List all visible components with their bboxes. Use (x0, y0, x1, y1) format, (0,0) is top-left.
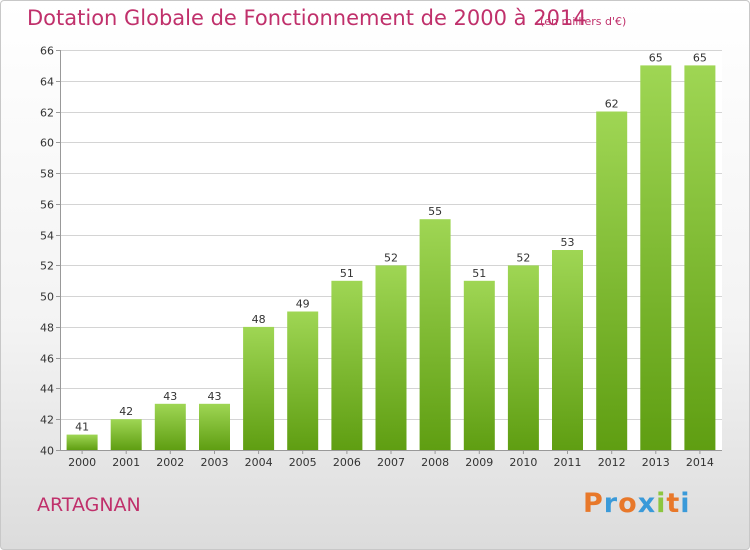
logo-letter: r (603, 488, 619, 519)
x-tick-label-2009: 2009 (465, 456, 493, 469)
y-tick-label: 50 (40, 291, 54, 304)
x-tick-label-2002: 2002 (156, 456, 184, 469)
bar-2011 (552, 250, 583, 450)
data-label-2002: 43 (163, 390, 177, 403)
data-label-2005: 49 (296, 298, 310, 311)
bar-2012 (596, 111, 628, 450)
data-label-2012: 62 (605, 98, 619, 111)
data-label-2010: 52 (516, 251, 530, 264)
logo-letter: i (680, 488, 691, 519)
x-tick-label-2005: 2005 (289, 456, 317, 469)
data-label-2007: 52 (384, 251, 398, 264)
y-tick-label: 48 (40, 322, 54, 335)
bar-2013 (640, 65, 672, 451)
logo-letter: x (637, 488, 657, 519)
commune-name: ARTAGNAN (37, 494, 141, 516)
x-tick-label-2010: 2010 (509, 456, 537, 469)
y-tick-label: 52 (40, 260, 54, 273)
x-tick-label-2003: 2003 (201, 456, 229, 469)
x-tick-label-2012: 2012 (598, 456, 626, 469)
data-label-2001: 42 (119, 405, 133, 418)
data-label-2008: 55 (428, 205, 442, 218)
logo-letter: o (618, 488, 638, 519)
y-tick-label: 44 (40, 383, 54, 396)
x-tick-label-2008: 2008 (421, 456, 449, 469)
data-label-2006: 51 (340, 267, 354, 280)
bar-2002 (154, 403, 186, 450)
bar-2010 (507, 265, 539, 450)
chart-title: Dotation Globale de Fonctionnement de 20… (27, 6, 587, 30)
bar-2014 (684, 65, 716, 451)
data-label-2014: 65 (693, 51, 707, 64)
data-label-2009: 51 (472, 267, 486, 280)
bar-2006 (331, 280, 363, 450)
y-tick-label: 56 (40, 199, 54, 212)
y-tick-label: 54 (40, 230, 54, 243)
x-tick-label-2004: 2004 (245, 456, 273, 469)
x-axis-ticks: 2000 2001 2002 2003 2004 2005 2006 2007 2008 2009… (68, 450, 714, 469)
data-labels: 41 42 43 43 48 49 51 52 55 51 52 53 62 65 65 (75, 51, 707, 433)
x-tick-label-2000: 2000 (68, 456, 96, 469)
bar-2008 (419, 219, 451, 450)
y-tick-label: 64 (40, 76, 54, 89)
bar-2007 (375, 265, 407, 450)
data-label-2011: 53 (561, 236, 575, 249)
y-tick-label: 60 (40, 137, 54, 150)
bar-2009 (463, 280, 495, 450)
y-tick-label: 58 (40, 168, 54, 181)
y-tick-label: 62 (40, 107, 54, 120)
bar-2001 (110, 419, 142, 450)
chart-subtitle: (en milliers d'€) (540, 15, 627, 28)
y-tick-label: 40 (40, 445, 54, 458)
x-tick-label-2014: 2014 (686, 456, 714, 469)
data-label-2003: 43 (208, 390, 222, 403)
bars (66, 65, 716, 451)
bar-2000 (66, 434, 98, 450)
data-label-2004: 48 (252, 313, 266, 326)
x-tick-label-2006: 2006 (333, 456, 361, 469)
x-tick-label-2007: 2007 (377, 456, 405, 469)
proxiti-logo: Proxiti (583, 488, 691, 519)
logo-letter: P (583, 488, 604, 519)
data-label-2000: 41 (75, 421, 89, 434)
data-label-2013: 65 (649, 51, 663, 64)
bar-2004 (243, 326, 275, 450)
y-axis-ticks: 40 42 44 46 48 50 52 54 56 58 60 62 64 66 (40, 45, 60, 458)
y-tick-label: 66 (40, 45, 54, 58)
logo-letter: i (656, 488, 667, 519)
logo-letter: t (666, 488, 681, 519)
x-tick-label-2001: 2001 (112, 456, 140, 469)
bar-2005 (287, 311, 319, 450)
y-tick-label: 46 (40, 353, 54, 366)
y-tick-label: 42 (40, 414, 54, 427)
x-tick-label-2013: 2013 (642, 456, 670, 469)
x-tick-label-2011: 2011 (554, 456, 582, 469)
bar-2003 (199, 403, 230, 450)
